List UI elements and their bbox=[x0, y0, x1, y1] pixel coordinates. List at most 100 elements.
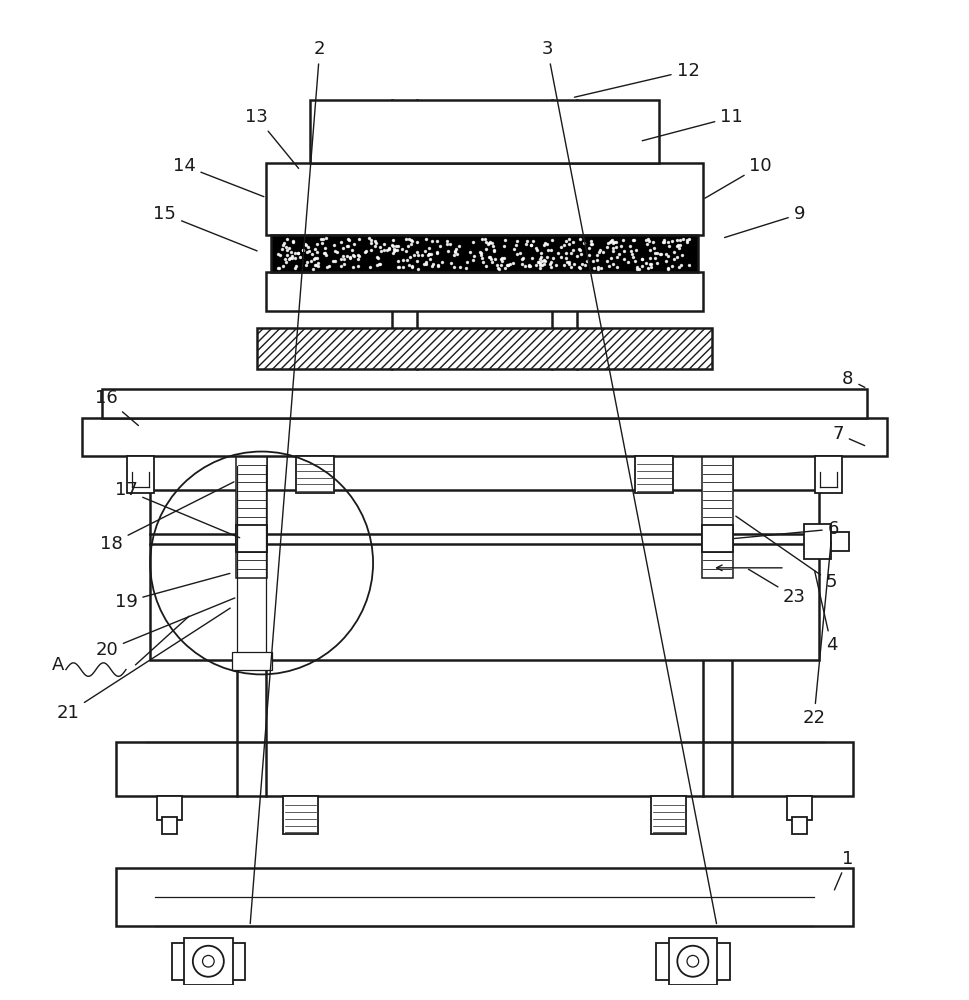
Point bbox=[361, 230, 377, 246]
Point bbox=[409, 244, 424, 260]
Point bbox=[521, 258, 537, 274]
Point bbox=[288, 258, 303, 274]
Point bbox=[386, 243, 401, 259]
Point bbox=[279, 231, 295, 247]
Point bbox=[362, 242, 378, 258]
Bar bbox=[792, 817, 807, 834]
Point bbox=[645, 234, 661, 250]
Point bbox=[561, 256, 577, 272]
Point bbox=[376, 236, 391, 252]
Point bbox=[299, 254, 315, 270]
Point bbox=[458, 260, 474, 276]
Point bbox=[583, 236, 599, 252]
Point bbox=[333, 258, 349, 274]
Point bbox=[582, 233, 598, 249]
Bar bbox=[150, 490, 819, 660]
Point bbox=[670, 249, 685, 265]
Point bbox=[425, 256, 441, 272]
Bar bbox=[702, 525, 733, 552]
Point bbox=[287, 245, 302, 261]
Point bbox=[517, 258, 533, 274]
Point bbox=[523, 237, 539, 253]
Point bbox=[670, 237, 685, 253]
Point bbox=[370, 250, 386, 266]
Point bbox=[600, 235, 615, 251]
Point bbox=[340, 238, 356, 254]
Point bbox=[465, 234, 481, 250]
Point bbox=[596, 244, 611, 260]
Point bbox=[478, 258, 493, 274]
Bar bbox=[831, 532, 849, 551]
Point bbox=[308, 257, 324, 273]
Point bbox=[279, 242, 295, 258]
Point bbox=[545, 250, 560, 266]
Text: 5: 5 bbox=[735, 516, 837, 591]
Point bbox=[279, 247, 295, 263]
Text: 23: 23 bbox=[748, 569, 806, 606]
Point bbox=[646, 240, 662, 256]
Point bbox=[572, 231, 587, 247]
Point bbox=[345, 247, 360, 263]
Point bbox=[666, 251, 681, 267]
Point bbox=[655, 234, 671, 250]
Point bbox=[497, 260, 513, 276]
Point bbox=[411, 261, 426, 277]
Point bbox=[484, 251, 499, 267]
Point bbox=[642, 242, 658, 258]
Point bbox=[466, 252, 482, 268]
Point bbox=[603, 233, 618, 249]
Point bbox=[565, 234, 580, 250]
Point bbox=[301, 243, 317, 259]
Point bbox=[342, 250, 358, 266]
Point bbox=[493, 251, 509, 267]
Bar bbox=[172, 943, 245, 980]
Point bbox=[346, 248, 361, 264]
Bar bbox=[702, 456, 733, 578]
Point bbox=[642, 259, 658, 275]
Text: 12: 12 bbox=[575, 62, 700, 97]
Point bbox=[581, 240, 597, 256]
Point bbox=[558, 250, 574, 266]
Point bbox=[605, 235, 620, 251]
Point bbox=[391, 259, 407, 275]
Point bbox=[667, 244, 682, 260]
Point bbox=[351, 231, 366, 247]
Point bbox=[641, 231, 656, 247]
Point bbox=[318, 247, 333, 263]
Bar bbox=[669, 938, 717, 984]
Point bbox=[487, 251, 503, 267]
Point bbox=[649, 255, 665, 271]
Point bbox=[278, 254, 294, 270]
Point bbox=[369, 257, 385, 273]
Point bbox=[404, 233, 420, 249]
Point bbox=[548, 257, 564, 273]
Point bbox=[485, 238, 501, 254]
Point bbox=[641, 233, 657, 249]
Point bbox=[606, 234, 621, 250]
Point bbox=[533, 249, 548, 265]
Point bbox=[419, 256, 434, 272]
Point bbox=[649, 245, 665, 261]
Point bbox=[379, 242, 394, 258]
Point bbox=[489, 260, 505, 276]
Point bbox=[429, 244, 445, 260]
Bar bbox=[651, 796, 686, 834]
Point bbox=[447, 247, 462, 263]
Point bbox=[605, 232, 620, 248]
Point bbox=[539, 236, 554, 252]
Point bbox=[661, 238, 676, 254]
Point bbox=[398, 243, 414, 259]
Bar bbox=[116, 868, 853, 926]
Point bbox=[430, 257, 446, 273]
Point bbox=[670, 232, 685, 248]
Point bbox=[307, 241, 323, 257]
Point bbox=[423, 246, 439, 262]
Bar bbox=[232, 652, 272, 670]
Point bbox=[615, 232, 631, 248]
Point bbox=[297, 236, 313, 252]
Point bbox=[402, 249, 418, 265]
Point bbox=[442, 236, 457, 252]
Point bbox=[563, 259, 578, 275]
Point bbox=[601, 258, 616, 274]
Text: 15: 15 bbox=[153, 205, 257, 251]
